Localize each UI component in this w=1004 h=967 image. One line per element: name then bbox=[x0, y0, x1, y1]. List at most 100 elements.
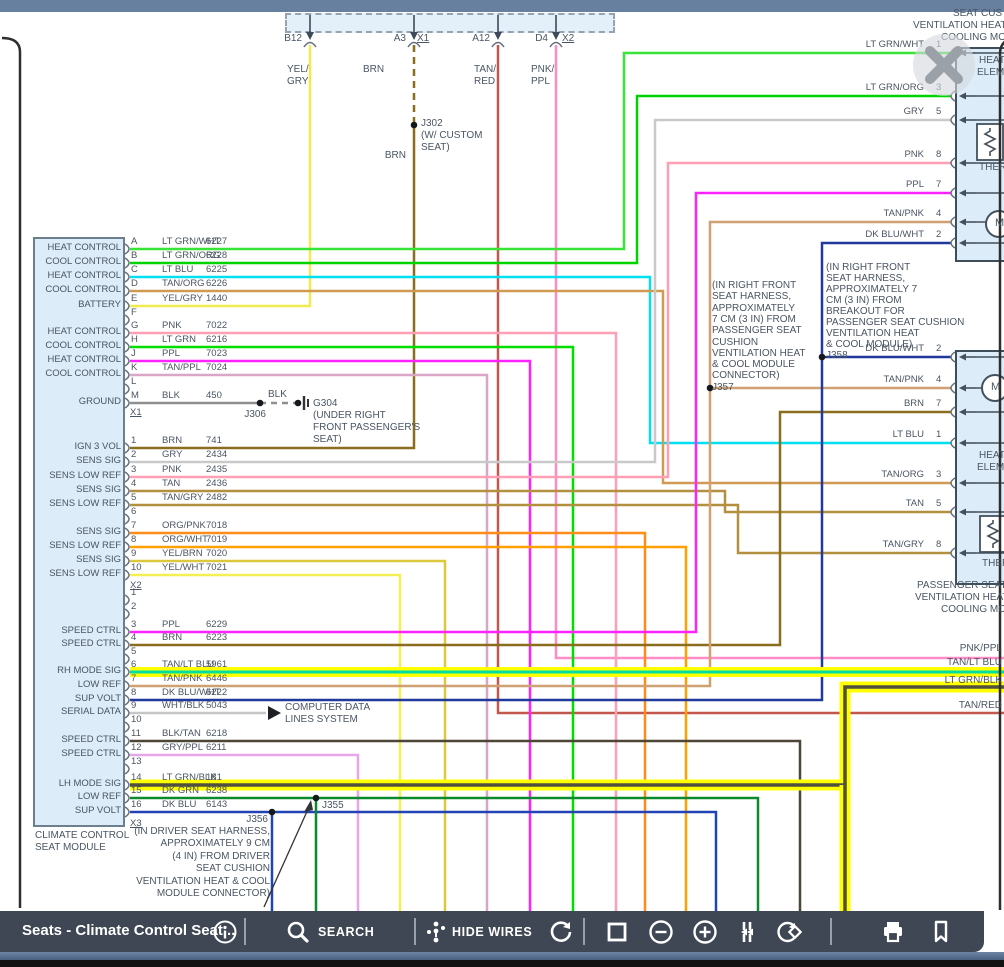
circuit-number: 6226 bbox=[206, 278, 228, 289]
wire-PPL-6229 bbox=[130, 191, 951, 634]
circuit-number: 6446 bbox=[206, 673, 228, 684]
diagram-label: GRY bbox=[287, 76, 309, 87]
pin-connector-arc bbox=[124, 721, 130, 733]
search-label[interactable]: SEARCH bbox=[318, 925, 375, 939]
pin-function-label: COOL CONTROL bbox=[45, 256, 121, 267]
note-line: J357 bbox=[712, 381, 734, 393]
square-icon bbox=[607, 922, 627, 942]
wire-color-label: TAN/PNK bbox=[883, 374, 924, 385]
wire-color-label: DK BLU bbox=[162, 799, 197, 810]
print-button[interactable] bbox=[880, 919, 906, 945]
offpage-connector-box bbox=[285, 13, 615, 33]
pin-arrow-head bbox=[959, 408, 966, 416]
pin-id: 5 bbox=[936, 106, 942, 117]
fit-view-button[interactable] bbox=[604, 919, 630, 945]
pin-id: 5 bbox=[131, 646, 137, 657]
info-button[interactable] bbox=[212, 919, 238, 945]
splice-J356 bbox=[268, 808, 276, 816]
wire-color-label: BRN bbox=[903, 398, 924, 409]
zoom-out-button[interactable] bbox=[648, 919, 674, 945]
diagram-label: YEL/ bbox=[287, 64, 309, 75]
pin-function-label: IGN 3 VOL bbox=[74, 441, 121, 452]
wire-YEL/BRN-7020 bbox=[130, 559, 447, 912]
connector-id: X2 bbox=[130, 580, 142, 591]
circuit-number: 6222 bbox=[206, 687, 228, 698]
diagram-label: (W/ CUSTOM bbox=[421, 130, 483, 141]
circuit-number: 2435 bbox=[206, 464, 228, 475]
splice-J355 bbox=[312, 794, 320, 802]
refresh-button[interactable] bbox=[548, 919, 574, 945]
note-line: CONNECTOR) bbox=[712, 370, 780, 382]
diagram-label: TAN/ bbox=[474, 64, 497, 75]
annotation-arrow-head bbox=[304, 800, 313, 812]
search-button[interactable] bbox=[285, 919, 311, 945]
pin-id: 3 bbox=[936, 469, 942, 480]
pin-function-label: SUP VOLT bbox=[74, 693, 121, 704]
wire-LT-BLU-6225 bbox=[130, 275, 951, 445]
wire-color-label: TAN/ORG bbox=[881, 469, 924, 480]
center-view-button[interactable] bbox=[734, 919, 760, 945]
diagram-label: X1 bbox=[417, 33, 430, 44]
pin-arrow-head bbox=[959, 549, 966, 557]
pin-connector-arc bbox=[124, 792, 130, 804]
motor-label: M bbox=[995, 217, 1004, 229]
hide-wires-label[interactable]: HIDE WIRES bbox=[452, 925, 533, 939]
diagram-label: A12 bbox=[472, 33, 490, 44]
pin-connector-arc bbox=[124, 300, 130, 312]
wire-LT-GRN/WHT-6227 bbox=[130, 51, 951, 251]
circuit-number: 181 bbox=[206, 772, 222, 783]
circuit-number: 6238 bbox=[206, 785, 228, 796]
wire-color-label: LT GRN bbox=[162, 334, 196, 345]
pin-connector-arc bbox=[124, 735, 130, 747]
wire-TAN-2436 bbox=[130, 489, 951, 514]
wire-color-label: PPL bbox=[162, 619, 180, 630]
pin-function-label: SENS SIG bbox=[76, 554, 121, 565]
zoom-in-button[interactable] bbox=[692, 919, 718, 945]
wire-color-label: YEL/WHT bbox=[162, 562, 205, 573]
pin-id: 8 bbox=[131, 687, 137, 698]
wire-color-label: TAN bbox=[905, 498, 924, 509]
note-line: APPROXIMATELY 9 CM bbox=[160, 838, 270, 850]
note-line: VENTILATION HEAT & COOL bbox=[136, 875, 270, 887]
diagram-label: PNK/PPL bbox=[959, 643, 1002, 654]
diagram-label: PNK/ bbox=[531, 64, 555, 75]
hide-wires-button[interactable] bbox=[424, 919, 450, 945]
circuit-number: 741 bbox=[206, 435, 222, 446]
rotate-button[interactable] bbox=[776, 919, 803, 945]
note-line: 7 CM (3 IN) FROM bbox=[712, 313, 796, 325]
wire-color-label: BLK bbox=[162, 390, 180, 401]
pin-id: 9 bbox=[131, 700, 137, 711]
circuit-number: 2436 bbox=[206, 478, 228, 489]
wire-color-label: DK GRN bbox=[162, 785, 199, 796]
offpage-arrow-head bbox=[552, 32, 560, 40]
pin-id: C bbox=[131, 264, 138, 275]
wire-color-label: ORG/PNK bbox=[162, 520, 206, 531]
wire-highlight-LT-GRN/BLK-181-highlighted bbox=[130, 681, 1004, 791]
pin-connector-arc bbox=[124, 806, 130, 818]
wire-color-label: LT GRN/WHT bbox=[865, 39, 924, 50]
pin-function-label: GROUND bbox=[78, 396, 121, 407]
wire-color-label: GRY bbox=[162, 449, 183, 460]
wire-YEL/GRY-1440 bbox=[130, 45, 312, 308]
circuit-number: 6211 bbox=[206, 742, 227, 753]
diagram-label: SEAT) bbox=[421, 142, 450, 153]
diagram-label: G304 bbox=[313, 398, 338, 409]
close-button[interactable] bbox=[913, 34, 975, 96]
pin-connector-arc bbox=[950, 351, 956, 363]
circuit-number: 5961 bbox=[206, 659, 228, 670]
wire-TAN/GRY-2482 bbox=[130, 503, 951, 555]
wire-TAN/ORG-6226 bbox=[130, 289, 951, 485]
bookmark-button[interactable] bbox=[928, 919, 954, 945]
circuit-number: 6218 bbox=[206, 728, 228, 739]
pin-connector-arc bbox=[124, 541, 130, 553]
pin-connector-arc bbox=[124, 456, 130, 468]
diagram-label: TAN/LT BLU bbox=[946, 657, 1002, 668]
pin-connector-arc bbox=[950, 157, 956, 169]
pin-connector-arc bbox=[124, 285, 130, 297]
pin-connector-arc bbox=[124, 763, 130, 775]
circuit-number: 7024 bbox=[206, 362, 228, 373]
plus-circle-icon bbox=[693, 920, 717, 944]
circuit-number: 6223 bbox=[206, 632, 228, 643]
pin-id: 4 bbox=[936, 208, 942, 219]
pin-connector-arc bbox=[124, 243, 130, 255]
